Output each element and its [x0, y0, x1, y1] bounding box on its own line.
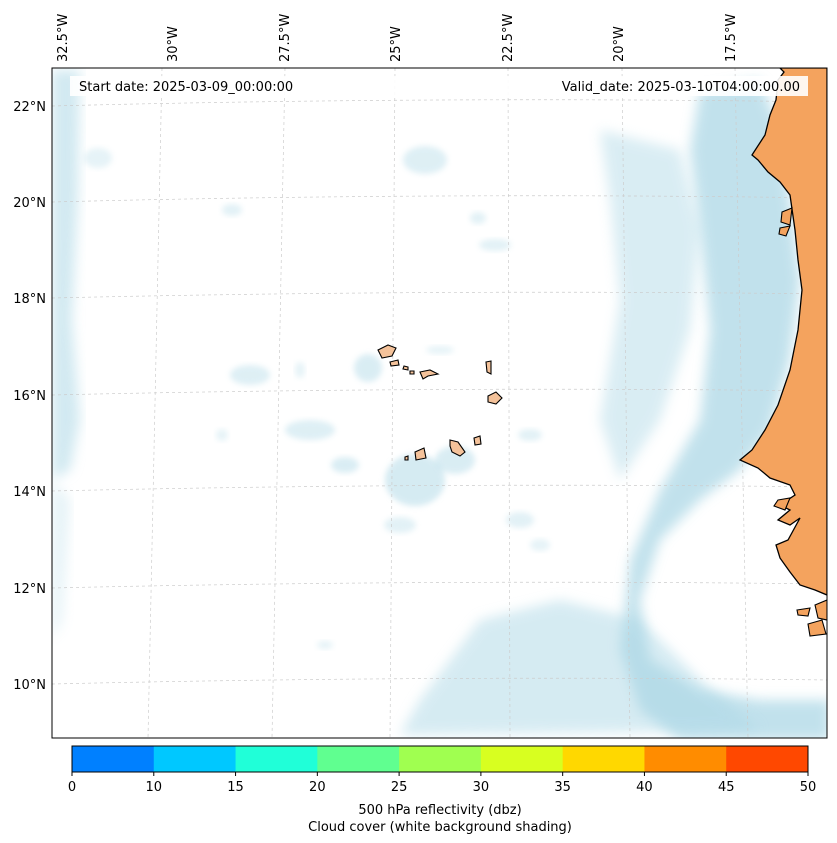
graticule [52, 68, 827, 738]
map-border [51, 67, 828, 739]
colorbar-segment [235, 746, 318, 772]
coast-fragment [807, 619, 827, 637]
colorbar-segment [399, 746, 482, 772]
colorbar-segment [72, 746, 155, 772]
lon-label: 30°W [166, 26, 181, 62]
colorbar-tick-label: 50 [800, 780, 817, 795]
lat-label: 22°N [13, 100, 46, 115]
coast-fragment [796, 607, 811, 617]
cape-verde-islands [377, 344, 503, 461]
coast-fragment [780, 207, 793, 226]
colorbar-segment [726, 746, 809, 772]
longitude-labels: 32.5°W 30°W 27.5°W 25°W 22.5°W 20°W 17.5… [56, 14, 739, 62]
latitude-labels: 22°N 20°N 18°N 16°N 14°N 12°N 10°N [13, 100, 46, 693]
colorbar-tick-label: 35 [554, 780, 571, 795]
colorbar-outline [71, 745, 809, 773]
coast-fragment [814, 599, 827, 621]
lat-label: 18°N [13, 292, 46, 307]
lon-label: 32.5°W [56, 14, 71, 62]
valid-date-label: Valid_date: 2025-03-10T04:00:00.00 [562, 80, 800, 95]
lat-label: 20°N [13, 196, 46, 211]
colorbar-segment [480, 746, 564, 772]
lat-label: 14°N [13, 485, 46, 500]
colorbar-sublabel: Cloud cover (white background shading) [308, 820, 572, 835]
colorbar-tick-label: 40 [636, 780, 653, 795]
colorbar-tick-label: 15 [227, 780, 244, 795]
start-date-label: Start date: 2025-03-09_00:00:00 [79, 80, 293, 95]
lon-label: 17.5°W [724, 14, 739, 62]
colorbar-segment [153, 746, 237, 772]
lon-label: 22.5°W [501, 14, 516, 62]
lon-label: 27.5°W [278, 14, 293, 62]
colorbar-segment [644, 746, 727, 772]
colorbar-tick-label: 45 [718, 780, 735, 795]
colorbar-tick-label: 25 [391, 780, 408, 795]
coast-fragment [773, 497, 791, 511]
africa-land [738, 68, 827, 596]
lat-label: 12°N [13, 582, 46, 597]
cloud-cover-layer [52, 70, 827, 738]
coast-fragment [778, 225, 791, 237]
colorbar-tick-label: 20 [309, 780, 326, 795]
colorbar-tick-label: 0 [68, 780, 76, 795]
lat-label: 16°N [13, 389, 46, 404]
colorbar-tick-label: 10 [146, 780, 163, 795]
colorbar-segment [562, 746, 645, 772]
lon-label: 25°W [389, 26, 404, 62]
colorbar-label: 500 hPa reflectivity (dbz) [358, 803, 521, 818]
colorbar-tick-label: 30 [473, 780, 490, 795]
lon-label: 20°W [612, 26, 627, 62]
colorbar: 0 10 15 20 25 30 35 40 45 50 [68, 745, 817, 795]
date-header-bar [70, 76, 808, 96]
colorbar-segment [317, 746, 400, 772]
lat-label: 10°N [13, 678, 46, 693]
